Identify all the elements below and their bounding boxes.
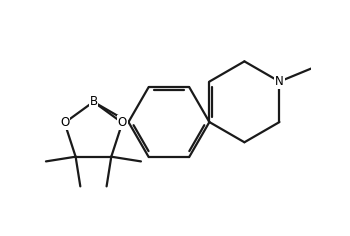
Text: O: O <box>118 116 127 129</box>
Text: B: B <box>89 95 98 108</box>
Text: N: N <box>275 75 284 88</box>
Text: O: O <box>60 116 69 129</box>
